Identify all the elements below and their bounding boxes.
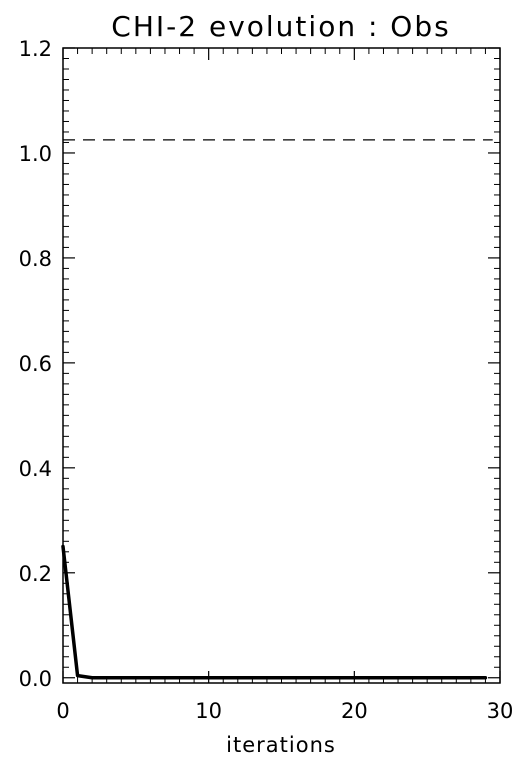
y-tick-label: 0.0 [19, 667, 52, 691]
x-tick-label: 20 [341, 699, 368, 723]
y-tick-label: 0.6 [19, 352, 52, 376]
series-layer [61, 139, 493, 680]
plot-frame [62, 47, 501, 684]
tick-labels: 0 10 20 30 0.0 0.2 0.4 0.6 0.8 1.0 1.2 [19, 37, 514, 723]
x-tick-label: 10 [195, 699, 222, 723]
chart-title: CHI-2 evolution : Obs [111, 10, 450, 43]
x-axis-label: iterations [226, 733, 336, 757]
y-tick-label: 0.4 [19, 457, 52, 481]
y-tick-label: 1.2 [19, 37, 52, 61]
y-tick-label: 1.0 [19, 142, 52, 166]
y-tick-label: 0.8 [19, 247, 52, 271]
y-tick-label: 0.2 [19, 562, 52, 586]
x-tick-label: 30 [487, 699, 514, 723]
axis-ticks [62, 47, 501, 683]
chi2-series-line [61, 544, 488, 680]
x-tick-label: 0 [56, 699, 69, 723]
